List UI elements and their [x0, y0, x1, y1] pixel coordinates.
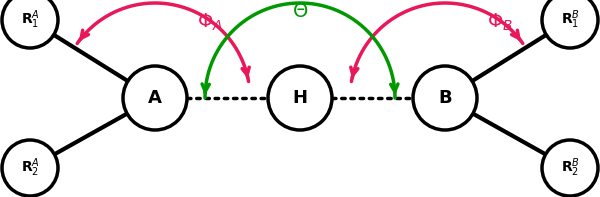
Circle shape: [542, 0, 598, 48]
Text: $\mathbf{R}_{1}^{A}$: $\mathbf{R}_{1}^{A}$: [20, 9, 40, 31]
Text: $\mathbf{R}_{2}^{A}$: $\mathbf{R}_{2}^{A}$: [20, 157, 40, 179]
Text: $\mathbf{A}$: $\mathbf{A}$: [147, 89, 163, 107]
Circle shape: [413, 66, 477, 130]
Circle shape: [2, 0, 58, 48]
Text: $\mathbf{R}_{2}^{B}$: $\mathbf{R}_{2}^{B}$: [560, 157, 580, 179]
Text: $\mathbf{B}$: $\mathbf{B}$: [438, 89, 452, 107]
Circle shape: [2, 140, 58, 196]
Text: $\Theta$: $\Theta$: [292, 3, 308, 21]
Text: $\mathbf{H}$: $\mathbf{H}$: [292, 89, 308, 107]
Text: $\Phi_B$: $\Phi_B$: [487, 11, 513, 33]
Circle shape: [123, 66, 187, 130]
Circle shape: [268, 66, 332, 130]
Text: $\mathbf{R}_{1}^{B}$: $\mathbf{R}_{1}^{B}$: [560, 9, 580, 31]
Text: $\Phi_A$: $\Phi_A$: [197, 11, 223, 33]
Circle shape: [542, 140, 598, 196]
